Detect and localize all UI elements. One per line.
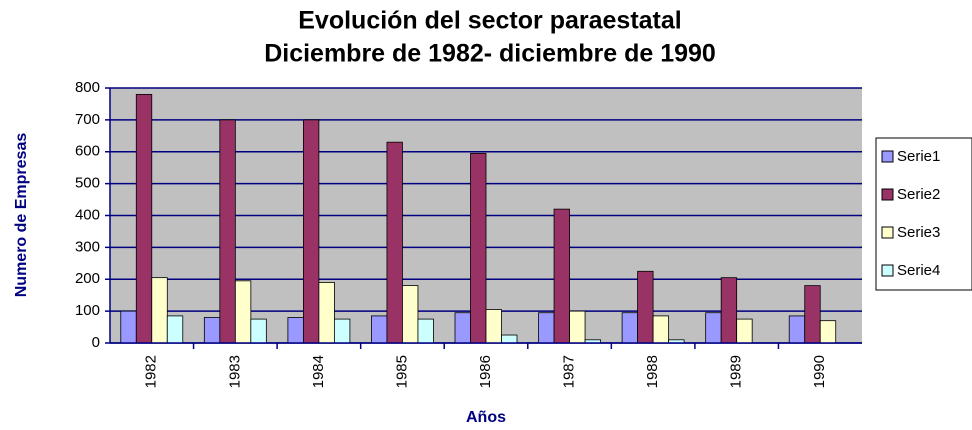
bar bbox=[219, 119, 236, 344]
bar bbox=[120, 310, 137, 344]
legend-label: Serie3 bbox=[897, 224, 940, 241]
y-tick-label: 500 bbox=[75, 175, 100, 192]
bar bbox=[318, 282, 335, 344]
legend-swatch bbox=[881, 188, 894, 201]
y-tick-label: 600 bbox=[75, 143, 100, 160]
bar bbox=[819, 320, 837, 344]
bar bbox=[333, 318, 351, 344]
bar bbox=[250, 318, 267, 344]
legend-label: Serie1 bbox=[897, 148, 940, 165]
bar bbox=[804, 285, 821, 344]
bar bbox=[501, 334, 518, 344]
bar bbox=[705, 312, 722, 344]
y-tick-label: 100 bbox=[75, 302, 100, 319]
x-tick-label: 1990 bbox=[811, 355, 828, 388]
x-tick-label: 1985 bbox=[393, 355, 410, 388]
bar bbox=[386, 141, 403, 344]
bar bbox=[402, 285, 419, 344]
legend-label: Serie2 bbox=[897, 186, 940, 203]
y-tick-label: 400 bbox=[75, 206, 100, 223]
bar bbox=[151, 277, 168, 344]
chart-title: Evolución del sector paraestatal bbox=[298, 7, 681, 35]
bar bbox=[652, 315, 670, 344]
bar bbox=[538, 312, 555, 344]
x-tick-label: 1984 bbox=[310, 355, 327, 388]
bar bbox=[736, 318, 753, 344]
bar bbox=[203, 317, 221, 344]
y-tick-label: 0 bbox=[92, 334, 100, 351]
x-tick-label: 1983 bbox=[226, 355, 243, 388]
bar bbox=[485, 309, 502, 344]
y-axis-title: Numero de Empresas bbox=[13, 133, 30, 298]
y-tick-label: 200 bbox=[75, 270, 100, 287]
bar bbox=[621, 312, 639, 344]
y-tick-label: 300 bbox=[75, 238, 100, 255]
bar bbox=[788, 315, 806, 344]
x-tick-label: 1988 bbox=[644, 355, 661, 388]
bar bbox=[166, 315, 184, 344]
x-tick-label: 1982 bbox=[143, 355, 160, 388]
legend-label: Serie4 bbox=[897, 262, 940, 279]
x-tick-label: 1989 bbox=[728, 355, 745, 388]
bar bbox=[553, 208, 570, 344]
bar bbox=[302, 119, 320, 344]
legend-swatch bbox=[881, 226, 894, 239]
y-tick-label: 800 bbox=[75, 79, 100, 96]
bar bbox=[135, 93, 153, 344]
chart-subtitle: Diciembre de 1982- diciembre de 1990 bbox=[264, 40, 716, 68]
y-tick-label: 700 bbox=[75, 111, 100, 128]
legend-swatch bbox=[881, 150, 894, 163]
x-axis-title: Años bbox=[466, 409, 506, 426]
bar bbox=[720, 277, 738, 344]
x-tick-label: 1987 bbox=[561, 355, 578, 388]
bar bbox=[637, 270, 654, 344]
bar bbox=[470, 152, 487, 344]
legend-swatch bbox=[881, 264, 894, 277]
x-tick-label: 1986 bbox=[477, 355, 494, 388]
bar bbox=[454, 312, 471, 344]
bar bbox=[371, 315, 388, 344]
bar bbox=[234, 280, 252, 344]
bar bbox=[417, 318, 434, 344]
bar bbox=[287, 317, 304, 344]
bar bbox=[569, 310, 586, 344]
